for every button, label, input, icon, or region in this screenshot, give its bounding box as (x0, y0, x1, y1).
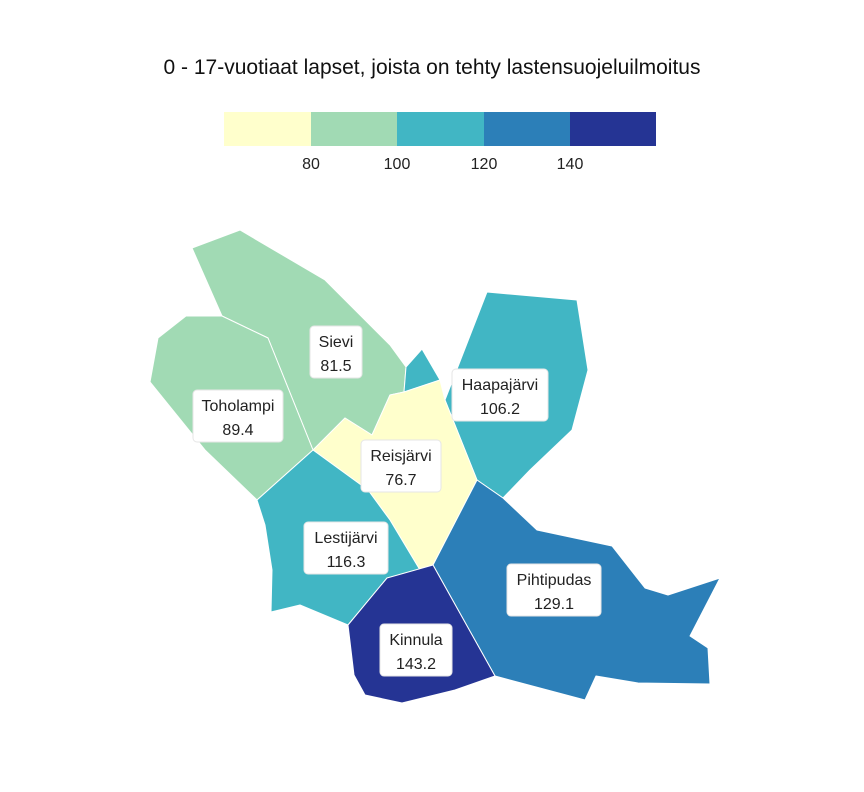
legend-bin-4 (484, 112, 570, 146)
label-haapajarvi: Haapajärvi 106.2 (451, 368, 549, 422)
legend-tick-100: 100 (384, 156, 411, 173)
label-toholampi-value: 89.4 (222, 422, 253, 439)
label-pihtipudas-value: 129.1 (534, 596, 574, 613)
label-pihtipudas: Pihtipudas 129.1 (506, 563, 602, 617)
legend-bin-3 (397, 112, 484, 146)
label-sievi-value: 81.5 (320, 358, 351, 375)
label-reisjarvi: Reisjärvi 76.7 (360, 439, 442, 493)
label-kinnula-name: Kinnula (389, 632, 442, 649)
label-reisjarvi-value: 76.7 (385, 472, 416, 489)
legend-bin-2 (311, 112, 397, 146)
label-kinnula-value: 143.2 (396, 656, 436, 673)
label-lestijarvi-value: 116.3 (327, 554, 366, 571)
label-lestijarvi: Lestijärvi 116.3 (303, 521, 389, 575)
label-sievi: Sievi 81.5 (309, 325, 363, 379)
legend-tick-120: 120 (471, 156, 498, 173)
label-reisjarvi-name: Reisjärvi (370, 448, 431, 465)
legend-bin-1 (224, 112, 311, 146)
label-pihtipudas-name: Pihtipudas (517, 572, 592, 589)
label-sievi-name: Sievi (319, 334, 354, 351)
label-haapajarvi-name: Haapajärvi (462, 377, 538, 394)
label-toholampi: Toholampi 89.4 (192, 389, 284, 443)
legend: 80 100 120 140 (224, 112, 656, 173)
label-haapajarvi-value: 106.2 (480, 401, 520, 418)
region-labels: Sievi 81.5 Toholampi 89.4 Haapajärvi 106… (192, 325, 602, 677)
legend-bin-5 (570, 112, 656, 146)
legend-tick-140: 140 (557, 156, 584, 173)
map-title: 0 - 17-vuotiaat lapset, joista on tehty … (163, 56, 701, 79)
legend-tick-80: 80 (302, 156, 320, 173)
label-lestijarvi-name: Lestijärvi (314, 530, 377, 547)
label-toholampi-name: Toholampi (202, 398, 275, 415)
label-kinnula: Kinnula 143.2 (379, 623, 453, 677)
